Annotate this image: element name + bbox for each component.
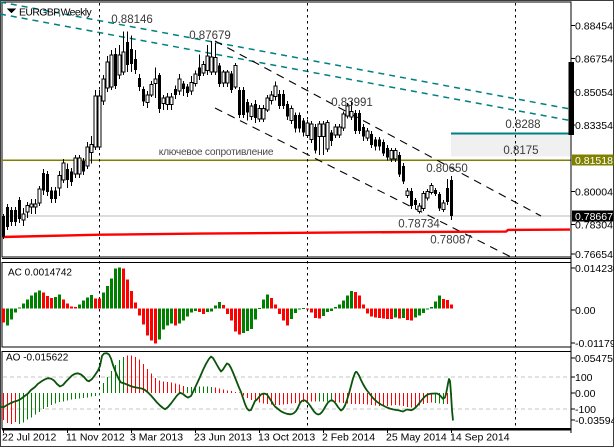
svg-text:25 May 2014: 25 May 2014 — [386, 432, 447, 444]
svg-text:0.88146: 0.88146 — [111, 14, 153, 26]
svg-text:0.76654: 0.76654 — [575, 249, 613, 261]
svg-text:0.8175: 0.8175 — [503, 145, 538, 157]
svg-text:-100: -100 — [575, 404, 596, 416]
svg-text:EURGBP,Weekly: EURGBP,Weekly — [19, 8, 93, 19]
svg-text:23 Jun 2013: 23 Jun 2013 — [194, 432, 252, 444]
svg-text:0.83991: 0.83991 — [331, 97, 373, 109]
svg-text:0.85054: 0.85054 — [575, 87, 613, 99]
svg-text:100: 100 — [575, 372, 593, 384]
svg-text:22 Jul 2012: 22 Jul 2012 — [2, 432, 56, 444]
svg-text:0.80004: 0.80004 — [575, 187, 613, 199]
svg-text:AO -0.015622: AO -0.015622 — [6, 353, 69, 364]
svg-text:0.00: 0.00 — [575, 388, 596, 400]
svg-text:0.78304: 0.78304 — [575, 220, 613, 232]
svg-text:3 Mar 2013: 3 Mar 2013 — [130, 432, 183, 444]
svg-text:0.78087: 0.78087 — [430, 235, 472, 247]
svg-text:0.88454: 0.88454 — [575, 20, 613, 32]
svg-text:2 Feb 2014: 2 Feb 2014 — [322, 432, 375, 444]
svg-text:0.80650: 0.80650 — [426, 163, 468, 175]
svg-text:AC 0.0014742: AC 0.0014742 — [8, 268, 72, 279]
svg-text:13 Oct 2013: 13 Oct 2013 — [258, 432, 315, 444]
svg-text:0.81518: 0.81518 — [575, 155, 613, 167]
svg-text:0.78734: 0.78734 — [398, 219, 440, 231]
svg-text:0.83354: 0.83354 — [575, 120, 613, 132]
svg-text:ключевое сопротивление: ключевое сопротивление — [159, 147, 274, 158]
svg-text:0.8288: 0.8288 — [505, 119, 540, 131]
svg-text:0.86754: 0.86754 — [575, 54, 613, 66]
svg-text:14 Sep 2014: 14 Sep 2014 — [450, 432, 510, 444]
svg-text:0.78667: 0.78667 — [575, 211, 613, 223]
svg-text:-0.035947: -0.035947 — [575, 415, 614, 427]
svg-text:0.87679: 0.87679 — [189, 30, 231, 42]
svg-text:11 Nov 2012: 11 Nov 2012 — [66, 432, 125, 444]
svg-text:0.00: 0.00 — [575, 305, 596, 317]
svg-text:-0.011792: -0.011792 — [575, 338, 614, 350]
